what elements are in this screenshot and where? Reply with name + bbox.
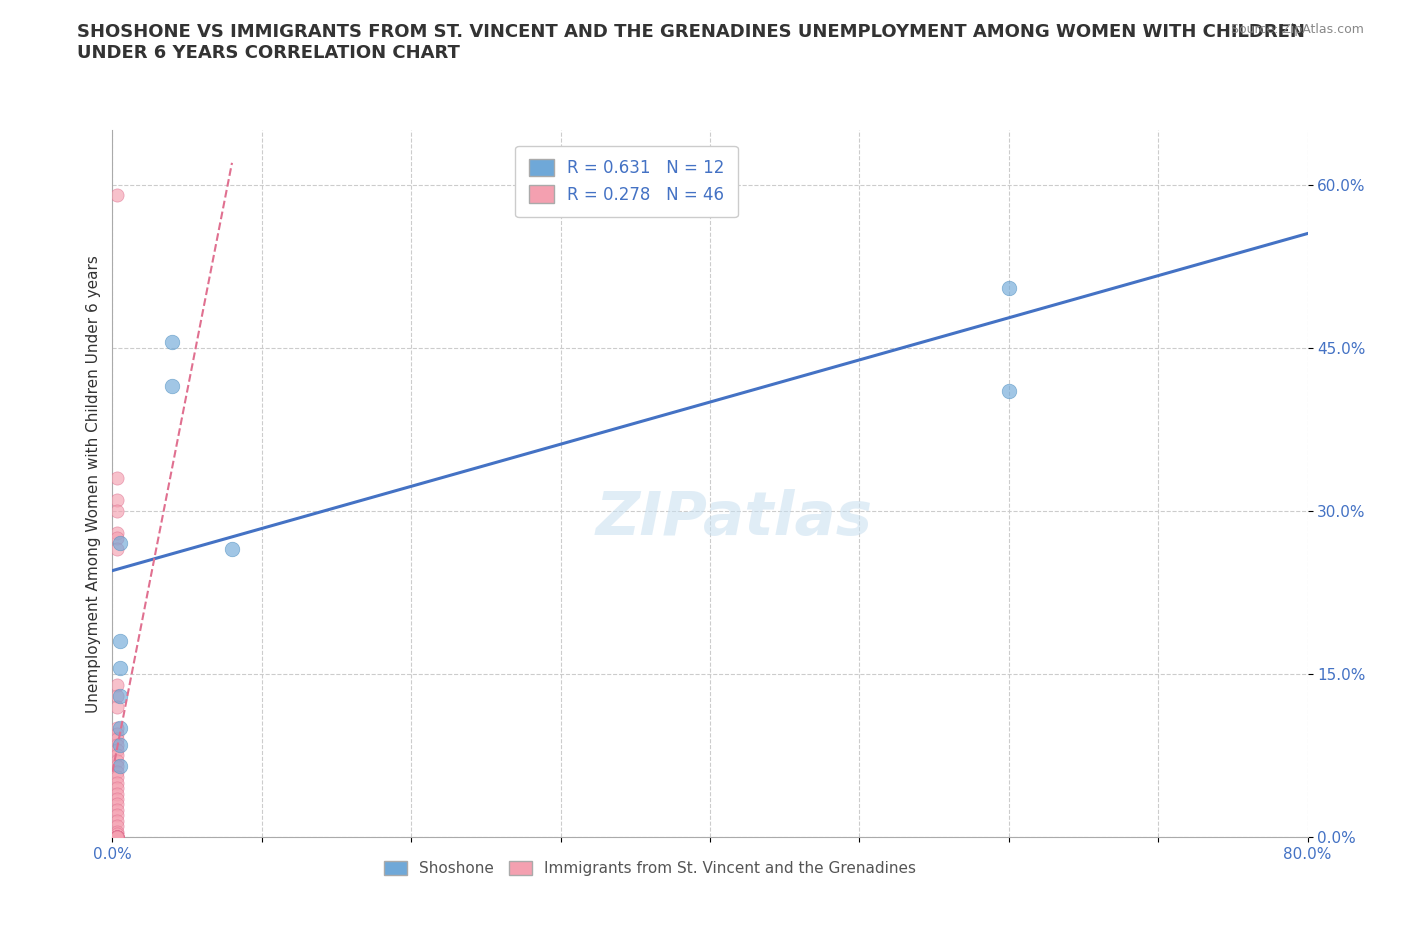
Point (105, 780, 128, 795)
Point (108, 759, 131, 774)
Point (105, 808, 128, 823)
Point (105, 786, 128, 801)
Point (105, 830, 128, 844)
Point (105, 525, 128, 540)
Point (105, 830, 128, 844)
Point (105, 776, 128, 790)
Point (105, 830, 128, 844)
Point (105, 770, 128, 785)
Point (105, 753, 128, 768)
Text: SHOSHONE VS IMMIGRANTS FROM ST. VINCENT AND THE GRENADINES UNEMPLOYMENT AMONG WO: SHOSHONE VS IMMIGRANTS FROM ST. VINCENT … (77, 23, 1305, 62)
Point (105, 742, 128, 757)
Point (105, 764, 128, 779)
Point (105, 830, 128, 844)
Text: Source: ZipAtlas.com: Source: ZipAtlas.com (1230, 23, 1364, 36)
Point (105, 493, 128, 508)
Point (105, 677, 128, 692)
Point (105, 732, 128, 747)
Point (998, 384, 1021, 399)
Text: ZIPatlas: ZIPatlas (595, 489, 873, 549)
Point (105, 830, 128, 844)
Point (105, 803, 128, 817)
Point (105, 813, 128, 828)
Point (105, 188, 128, 203)
Point (105, 791, 128, 806)
Point (108, 661, 131, 676)
Point (105, 759, 128, 774)
Point (108, 721, 131, 736)
Point (105, 699, 128, 714)
Point (105, 830, 128, 844)
Point (162, 379, 183, 393)
Point (105, 830, 128, 844)
Point (105, 830, 128, 844)
Point (108, 737, 131, 752)
Point (105, 726, 128, 741)
Point (105, 688, 128, 703)
Point (105, 830, 128, 844)
Point (105, 830, 128, 844)
Point (105, 541, 128, 556)
Point (105, 824, 128, 839)
Point (105, 830, 128, 844)
Point (105, 826, 128, 841)
Point (108, 536, 131, 551)
Point (105, 737, 128, 752)
Point (108, 634, 131, 649)
Point (221, 541, 243, 556)
Point (105, 830, 128, 844)
Point (105, 830, 128, 844)
Point (162, 335, 183, 350)
Point (108, 688, 131, 703)
Point (105, 830, 128, 844)
Point (105, 721, 128, 736)
Point (105, 797, 128, 812)
Point (998, 281, 1021, 296)
Point (105, 830, 128, 844)
Point (105, 503, 128, 518)
Point (105, 471, 128, 485)
Point (105, 818, 128, 833)
Point (105, 748, 128, 763)
Legend: Shoshone, Immigrants from St. Vincent and the Grenadines: Shoshone, Immigrants from St. Vincent an… (378, 855, 922, 883)
Point (105, 530, 128, 545)
Y-axis label: Unemployment Among Women with Children Under 6 years: Unemployment Among Women with Children U… (86, 255, 101, 712)
